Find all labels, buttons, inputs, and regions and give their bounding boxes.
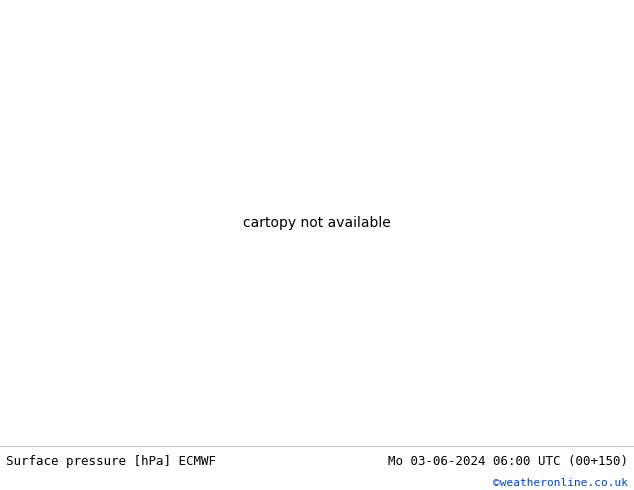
Text: cartopy not available: cartopy not available xyxy=(243,216,391,230)
Text: ©weatheronline.co.uk: ©weatheronline.co.uk xyxy=(493,478,628,489)
Text: Surface pressure [hPa] ECMWF: Surface pressure [hPa] ECMWF xyxy=(6,455,216,468)
Text: Mo 03-06-2024 06:00 UTC (00+150): Mo 03-06-2024 06:00 UTC (00+150) xyxy=(387,455,628,468)
